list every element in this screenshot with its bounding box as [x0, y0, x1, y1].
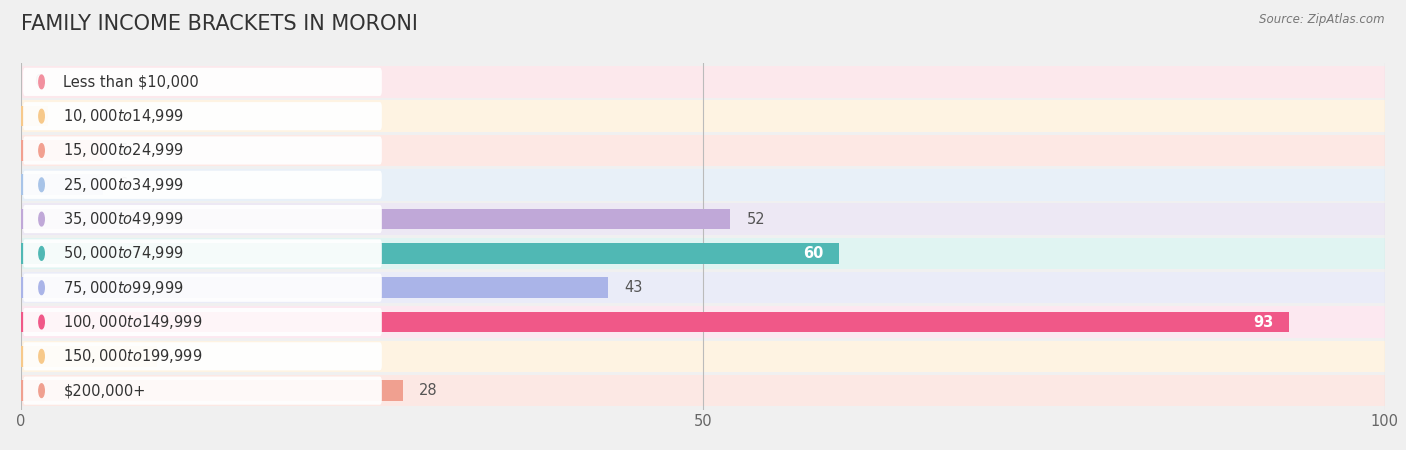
- Text: $15,000 to $24,999: $15,000 to $24,999: [63, 141, 184, 159]
- Text: $150,000 to $199,999: $150,000 to $199,999: [63, 347, 202, 365]
- Bar: [21, 272, 1385, 303]
- Text: $10,000 to $14,999: $10,000 to $14,999: [63, 107, 184, 125]
- Text: $200,000+: $200,000+: [63, 383, 146, 398]
- Text: Less than $10,000: Less than $10,000: [63, 74, 200, 90]
- FancyBboxPatch shape: [22, 274, 382, 302]
- Text: 2: 2: [65, 109, 75, 124]
- Circle shape: [39, 109, 44, 123]
- Text: $25,000 to $34,999: $25,000 to $34,999: [63, 176, 184, 194]
- Bar: [21, 380, 404, 401]
- Circle shape: [39, 247, 44, 260]
- Text: 60: 60: [803, 246, 823, 261]
- Text: 43: 43: [624, 280, 643, 295]
- Bar: [21, 341, 1385, 372]
- Bar: [21, 243, 839, 264]
- Bar: [21, 175, 103, 195]
- FancyBboxPatch shape: [22, 205, 382, 233]
- FancyBboxPatch shape: [22, 102, 382, 130]
- FancyBboxPatch shape: [22, 308, 382, 336]
- Text: 6: 6: [120, 143, 128, 158]
- Text: 6: 6: [120, 177, 128, 192]
- Bar: [21, 169, 1385, 201]
- Text: FAMILY INCOME BRACKETS IN MORONI: FAMILY INCOME BRACKETS IN MORONI: [21, 14, 418, 33]
- Text: 0: 0: [35, 74, 44, 90]
- Bar: [21, 203, 1385, 235]
- Bar: [21, 100, 1385, 132]
- Bar: [21, 209, 730, 230]
- Bar: [21, 277, 607, 298]
- Bar: [21, 135, 1385, 166]
- Text: $50,000 to $74,999: $50,000 to $74,999: [63, 244, 184, 262]
- FancyBboxPatch shape: [22, 68, 382, 96]
- Circle shape: [39, 212, 44, 226]
- FancyBboxPatch shape: [22, 342, 382, 370]
- Text: 28: 28: [419, 383, 437, 398]
- FancyBboxPatch shape: [22, 136, 382, 165]
- Bar: [21, 312, 1289, 332]
- Circle shape: [39, 315, 44, 329]
- Bar: [21, 66, 1385, 98]
- Text: 93: 93: [1253, 315, 1272, 329]
- FancyBboxPatch shape: [22, 171, 382, 199]
- Bar: [21, 140, 103, 161]
- Bar: [21, 306, 1385, 338]
- Circle shape: [39, 350, 44, 363]
- Bar: [21, 106, 48, 126]
- FancyBboxPatch shape: [22, 239, 382, 267]
- FancyBboxPatch shape: [22, 377, 382, 405]
- Circle shape: [39, 384, 44, 397]
- Text: 52: 52: [747, 212, 765, 227]
- Text: 10: 10: [174, 349, 193, 364]
- Bar: [21, 346, 157, 367]
- Text: Source: ZipAtlas.com: Source: ZipAtlas.com: [1260, 14, 1385, 27]
- Bar: [21, 375, 1385, 406]
- Text: $35,000 to $49,999: $35,000 to $49,999: [63, 210, 184, 228]
- Circle shape: [39, 144, 44, 158]
- Circle shape: [39, 75, 44, 89]
- Bar: [21, 238, 1385, 269]
- Text: $75,000 to $99,999: $75,000 to $99,999: [63, 279, 184, 297]
- Circle shape: [39, 178, 44, 192]
- Text: $100,000 to $149,999: $100,000 to $149,999: [63, 313, 202, 331]
- Circle shape: [39, 281, 44, 295]
